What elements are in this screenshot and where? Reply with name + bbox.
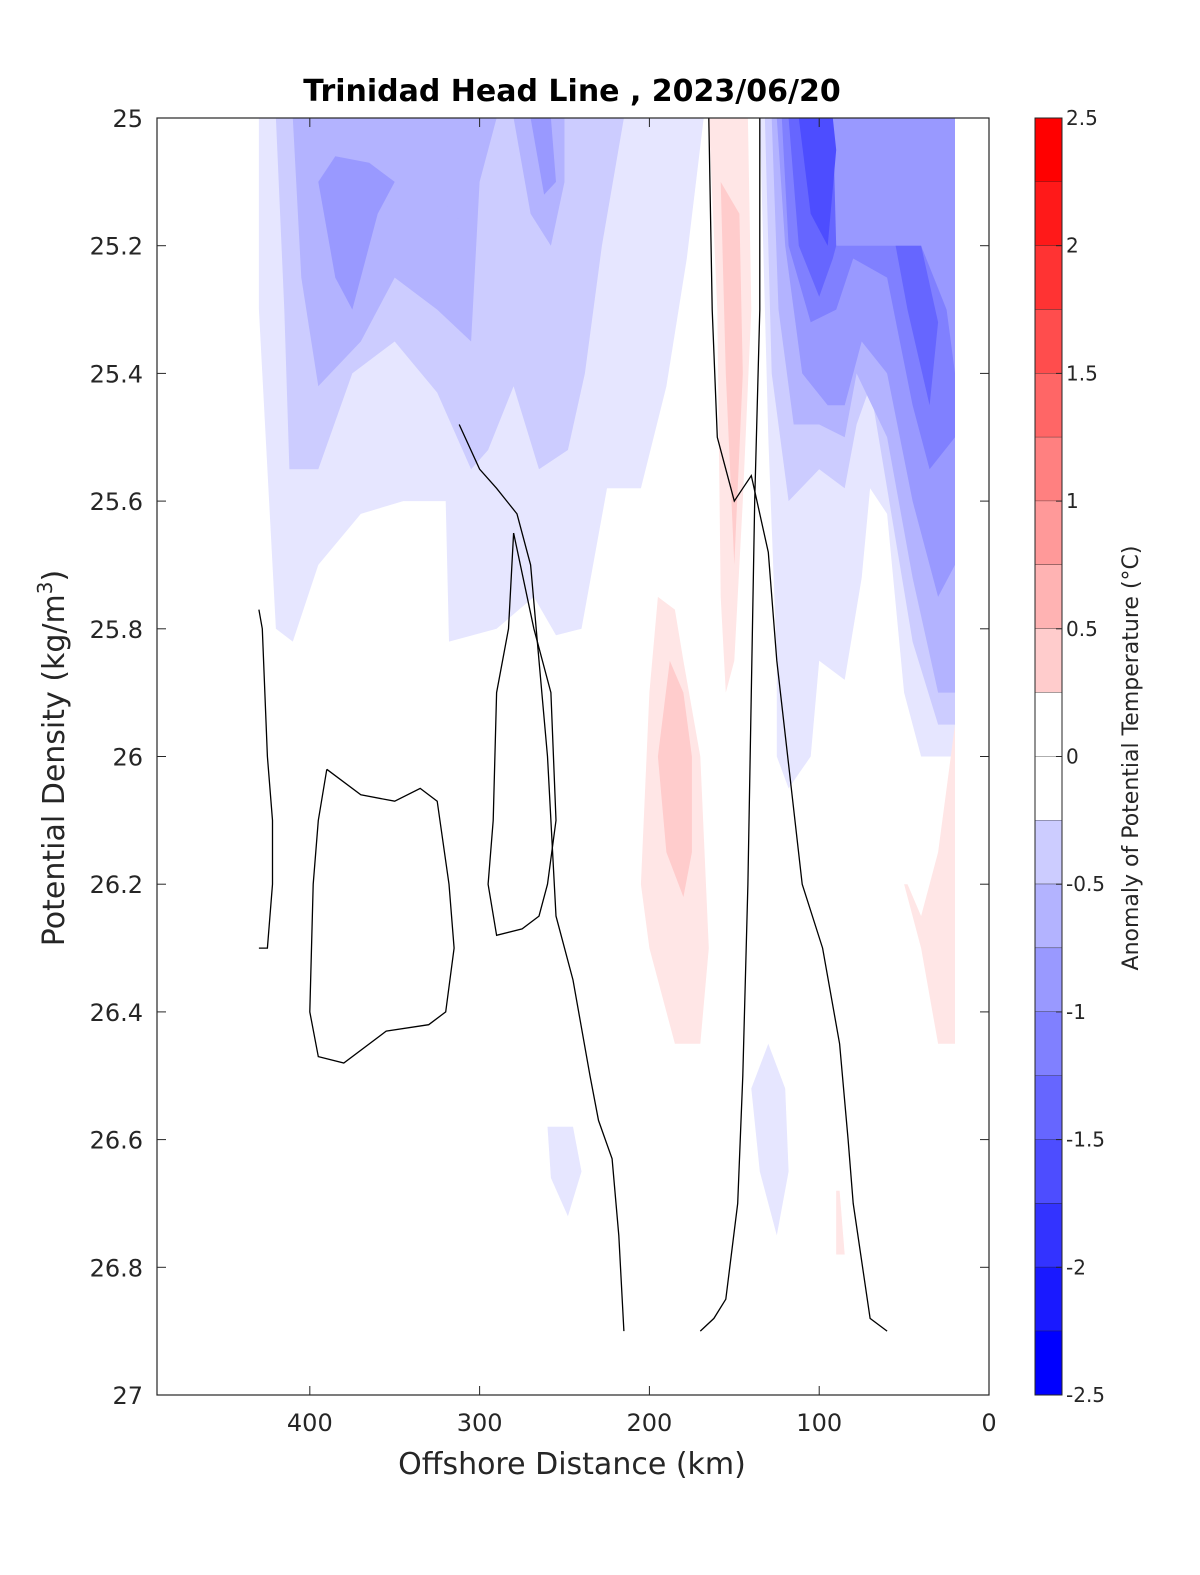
colorbar-segment <box>1035 1075 1062 1141</box>
colorbar-segment <box>1035 1203 1062 1268</box>
x-tick-label: 200 <box>627 1409 673 1437</box>
y-tick-label: 25.2 <box>90 233 143 261</box>
chart-title: Trinidad Head Line , 2023/06/20 <box>303 74 840 109</box>
contour-fills <box>258 118 955 1255</box>
colorbar-segment <box>1035 1011 1062 1077</box>
zero-contour-line-5 <box>458 424 625 1332</box>
contour-region-21 <box>904 724 955 1044</box>
colorbar-segment <box>1035 181 1062 247</box>
colorbar-segment <box>1035 948 1062 1013</box>
colorbar-segment <box>1035 245 1062 311</box>
colorbar-segment <box>1035 1331 1062 1396</box>
x-tick-label: 300 <box>457 1409 503 1437</box>
colorbar-tick-label: 2 <box>1066 234 1079 258</box>
y-tick-label: 26 <box>112 744 143 772</box>
colorbar-ticks: 2.5 2 1.5 1 0.5 0 -0.5 -1 -1.5 -2 -2.5 <box>1056 106 1105 1407</box>
colorbar-tick-label: -1 <box>1066 1000 1086 1024</box>
y-tick-label: 26.4 <box>90 999 143 1027</box>
colorbar-segment <box>1035 437 1062 502</box>
colorbar-tick-label: 0 <box>1066 745 1079 769</box>
contour-region-3 <box>318 156 395 310</box>
y-tick-label: 26.6 <box>90 1127 143 1155</box>
y-axis-label-close: ) <box>37 570 72 582</box>
colorbar-tick-label: 1.5 <box>1066 361 1098 385</box>
colorbar-segment <box>1035 820 1062 885</box>
contour-region-7 <box>428 149 472 221</box>
contour-region-15 <box>798 118 837 246</box>
contour-region-18 <box>720 181 743 565</box>
y-axis-ticks: 25 25.2 25.4 25.6 25.8 26 26.2 26.4 26.6 26.8 27 <box>90 105 989 1410</box>
y-tick-label: 25.8 <box>90 616 143 644</box>
colorbar-segment <box>1035 373 1062 438</box>
colorbar-segment <box>1035 501 1062 566</box>
colorbar-label: Anomaly of Potential Temperature (°C) <box>1119 546 1144 971</box>
y-tick-label: 25.4 <box>90 360 143 388</box>
y-tick-label: 27 <box>112 1382 143 1410</box>
colorbar-tick-label: 1 <box>1066 489 1079 513</box>
colorbar: 2.5 2 1.5 1 0.5 0 -0.5 -1 -1.5 -2 -2.5 Anomaly of … <box>1034 106 1144 1407</box>
colorbar-tick-label: -2.5 <box>1066 1383 1105 1407</box>
y-tick-label: 26.2 <box>90 871 143 899</box>
zero-contour-line-0 <box>258 609 274 949</box>
contour-region-22 <box>751 1043 789 1236</box>
x-axis-label: Offshore Distance (km) <box>398 1447 746 1482</box>
zero-contour-line-4 <box>699 118 761 1332</box>
colorbar-tick-label: 2.5 <box>1066 106 1098 130</box>
colorbar-segment <box>1035 628 1062 694</box>
contour-region-23 <box>547 1126 582 1217</box>
colorbar-tick-label: -1.5 <box>1066 1128 1105 1152</box>
zero-contour-line-1 <box>309 768 455 1064</box>
colorbar-segment <box>1035 1267 1062 1332</box>
contour-region-24 <box>836 1190 845 1255</box>
contour-region-20 <box>657 660 692 897</box>
contour-region-6 <box>530 118 556 195</box>
colorbar-tick-label: -2 <box>1066 1255 1086 1279</box>
y-axis-label: Potential Density (kg/m3) <box>33 570 72 946</box>
colorbar-segment <box>1035 884 1062 949</box>
colorbar-segment <box>1035 1139 1062 1204</box>
zero-contour-lines <box>258 117 888 1332</box>
colorbar-segment <box>1035 564 1062 630</box>
y-axis-label-superscript: 3 <box>33 581 57 594</box>
y-tick-label: 26.8 <box>90 1254 143 1282</box>
zero-contour-line-2 <box>487 532 557 937</box>
x-tick-label: 400 <box>287 1409 333 1437</box>
zero-contour-line-3 <box>708 117 888 1332</box>
colorbar-segment <box>1035 756 1062 821</box>
colorbar-tick-label: 0.5 <box>1066 617 1098 641</box>
y-tick-label: 25.6 <box>90 488 143 516</box>
plot-area: 400 300 200 100 0 25 25.2 25.4 25.6 25.8 26 26.2 26… <box>90 105 997 1437</box>
colorbar-segment <box>1035 118 1062 183</box>
colorbar-segments <box>1035 118 1062 1396</box>
colorbar-segment <box>1035 309 1062 374</box>
contour-region-16 <box>895 245 939 406</box>
y-axis-label-main: Potential Density (kg/m <box>37 594 72 946</box>
contour-region-8 <box>649 118 692 214</box>
x-tick-label: 0 <box>981 1409 996 1437</box>
colorbar-tick-label: -0.5 <box>1066 872 1105 896</box>
x-tick-label: 100 <box>796 1409 842 1437</box>
y-tick-label: 25 <box>112 105 143 133</box>
x-axis-ticks: 400 300 200 100 0 <box>287 118 997 1437</box>
colorbar-segment <box>1035 692 1062 757</box>
